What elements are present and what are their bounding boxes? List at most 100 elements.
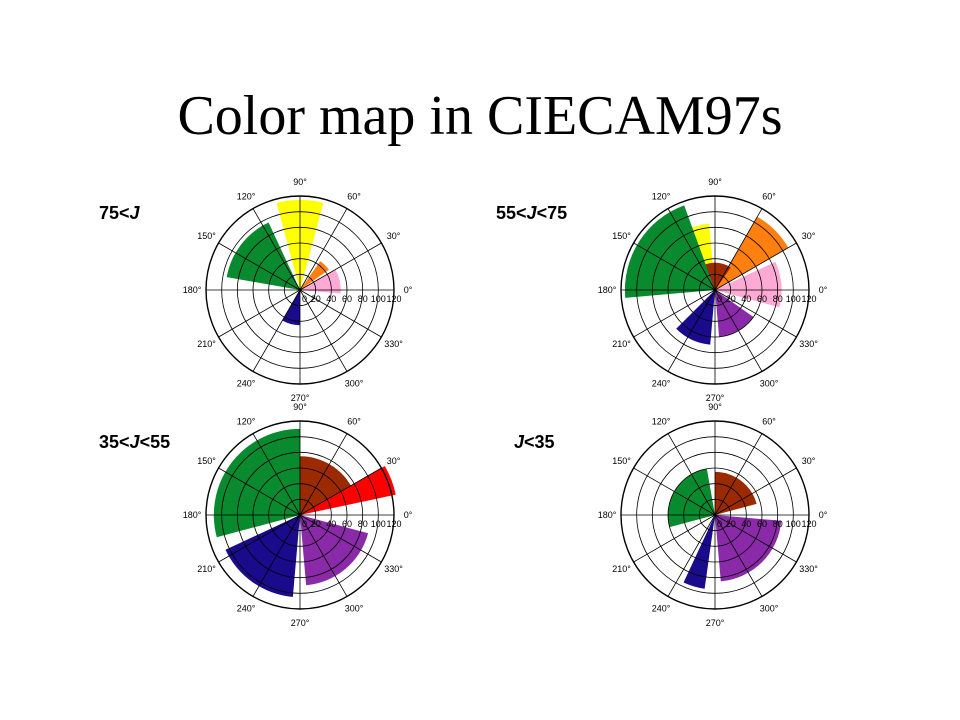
grid-spoke <box>714 289 763 372</box>
polar-chart-2: 0° 30° 60° 90° 120° 150° 180° 210° 240° 270° 300° 3… <box>598 177 828 403</box>
radius-tick-label: 60 <box>757 294 767 304</box>
theta-tick-label: 180° <box>598 285 617 295</box>
radius-tick-label: 120 <box>386 519 401 529</box>
theta-tick-label: 0° <box>404 510 413 520</box>
theta-tick-label: 60° <box>762 417 776 427</box>
panel-label-4: J<35 <box>514 432 555 452</box>
grid-spoke <box>252 289 301 372</box>
theta-tick-label: 90° <box>708 402 722 412</box>
grid-spoke <box>714 289 797 338</box>
grid-spoke <box>633 467 716 516</box>
theta-tick-label: 120° <box>237 192 256 202</box>
theta-tick-label: 300° <box>345 604 364 614</box>
grid-spoke <box>667 208 716 291</box>
theta-tick-label: 90° <box>708 177 722 187</box>
polar-chart-1: 0° 30° 60° 90° 120° 150° 180° 210° 240° 270° 300° 3… <box>183 177 413 403</box>
slide-title: Color map in CIECAM97s <box>177 85 783 147</box>
sector-orange <box>300 261 329 290</box>
theta-tick-label: 270° <box>706 618 725 628</box>
radius-tick-label: 20 <box>726 294 736 304</box>
grid-spoke <box>218 467 301 516</box>
radius-tick-label: 20 <box>311 519 321 529</box>
theta-tick-label: 60° <box>762 192 776 202</box>
radius-tick-label: 80 <box>358 294 368 304</box>
theta-tick-label: 150° <box>197 456 216 466</box>
radius-tick-label: 20 <box>311 294 321 304</box>
theta-tick-label: 180° <box>183 285 202 295</box>
theta-tick-label: 180° <box>183 510 202 520</box>
radius-tick-label: 120 <box>386 294 401 304</box>
theta-tick-label: 60° <box>347 192 361 202</box>
radius-tick-label: 120 <box>801 519 816 529</box>
sector-green <box>667 468 715 528</box>
theta-tick-label: 150° <box>612 231 631 241</box>
radius-tick-label: 100 <box>786 294 801 304</box>
theta-tick-label: 330° <box>384 339 403 349</box>
grid-spoke <box>667 289 716 372</box>
radius-tick-label: 100 <box>371 519 386 529</box>
grid-spoke <box>218 514 301 563</box>
grid-spoke <box>218 289 301 338</box>
radius-tick-label: 80 <box>773 519 783 529</box>
theta-tick-label: 270° <box>706 393 725 403</box>
grid-spoke <box>714 433 763 516</box>
grid-spoke <box>252 433 301 516</box>
grid-spoke <box>633 289 716 338</box>
theta-tick-label: 0° <box>404 285 413 295</box>
grid-spoke <box>299 514 348 597</box>
grid-spoke <box>218 242 301 291</box>
theta-tick-label: 210° <box>612 564 631 574</box>
theta-tick-label: 240° <box>237 379 256 389</box>
theta-tick-label: 0° <box>819 510 828 520</box>
theta-tick-label: 300° <box>345 379 364 389</box>
theta-tick-label: 30° <box>802 231 816 241</box>
grid-spoke <box>299 433 348 516</box>
theta-tick-label: 120° <box>237 417 256 427</box>
theta-tick-label: 330° <box>384 564 403 574</box>
theta-tick-label: 120° <box>652 192 671 202</box>
radius-tick-label: 100 <box>371 294 386 304</box>
grid-spoke <box>714 242 797 291</box>
theta-tick-label: 270° <box>291 618 310 628</box>
polar-chart-3: 0° 30° 60° 90° 120° 150° 180° 210° 240° 270° 300° 3… <box>183 402 413 628</box>
theta-tick-label: 330° <box>799 339 818 349</box>
theta-tick-label: 90° <box>293 402 307 412</box>
grid-spoke <box>667 433 716 516</box>
radius-tick-label: 20 <box>726 519 736 529</box>
radius-tick-label: 40 <box>326 519 336 529</box>
theta-tick-label: 30° <box>387 456 401 466</box>
sector-green <box>226 222 300 290</box>
sector-navy <box>282 290 300 326</box>
theta-tick-label: 240° <box>652 604 671 614</box>
theta-tick-label: 240° <box>237 604 256 614</box>
grid-spoke <box>299 289 382 338</box>
theta-tick-label: 120° <box>652 417 671 427</box>
theta-tick-label: 60° <box>347 417 361 427</box>
radius-tick-label: 60 <box>757 519 767 529</box>
radius-tick-label: 120 <box>801 294 816 304</box>
radius-tick-label: 40 <box>741 294 751 304</box>
radius-tick-label: 0 <box>717 294 722 304</box>
sector-brown <box>300 456 356 515</box>
theta-tick-label: 270° <box>291 393 310 403</box>
radius-tick-label: 60 <box>342 294 352 304</box>
radius-tick-label: 40 <box>326 294 336 304</box>
grid-spoke <box>299 242 382 291</box>
theta-tick-label: 240° <box>652 379 671 389</box>
panel-label-1: 75<J <box>99 203 140 223</box>
radius-tick-label: 80 <box>773 294 783 304</box>
radius-tick-label: 40 <box>741 519 751 529</box>
theta-tick-label: 150° <box>197 231 216 241</box>
radius-tick-label: 100 <box>786 519 801 529</box>
theta-tick-label: 180° <box>598 510 617 520</box>
polar-chart-4: 0° 30° 60° 90° 120° 150° 180° 210° 240° 270° 300° 3… <box>598 402 828 628</box>
grid-spoke <box>299 208 348 291</box>
theta-tick-label: 210° <box>197 564 216 574</box>
sector-green <box>624 205 715 298</box>
theta-tick-label: 210° <box>197 339 216 349</box>
sector-navy <box>683 515 715 589</box>
panel-label-3: 35<J<55 <box>99 432 171 452</box>
grid-spoke <box>667 514 716 597</box>
radius-tick-label: 60 <box>342 519 352 529</box>
sector-pink <box>300 269 341 294</box>
